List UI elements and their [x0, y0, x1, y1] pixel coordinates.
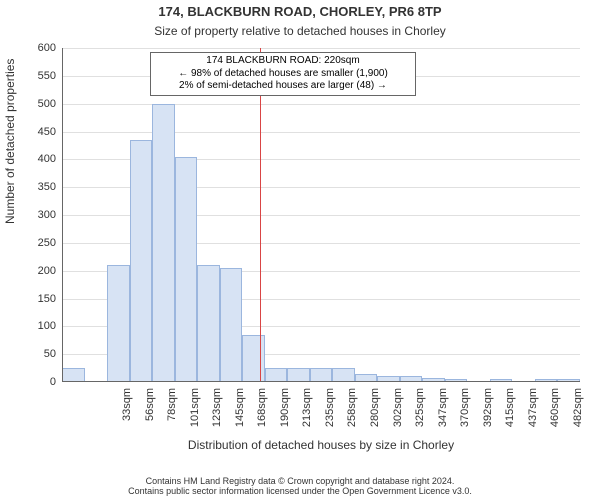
y-tick-label: 350 [28, 181, 56, 193]
attribution-footer: Contains HM Land Registry data © Crown c… [8, 476, 592, 496]
x-tick-label: 460sqm [549, 388, 561, 438]
x-tick-label: 482sqm [572, 388, 584, 438]
y-axis-line [62, 48, 63, 382]
annotation-line: 174 BLACKBURN ROAD: 220sqm [155, 55, 411, 68]
x-tick-label: 101sqm [189, 388, 201, 438]
histogram-bar [242, 335, 265, 382]
x-tick-label: 392sqm [482, 388, 494, 438]
x-tick-label: 302sqm [392, 388, 404, 438]
x-tick-label: 190sqm [279, 388, 291, 438]
x-tick-label: 280sqm [369, 388, 381, 438]
footer-line-1: Contains HM Land Registry data © Crown c… [8, 476, 592, 486]
y-tick-label: 550 [28, 70, 56, 82]
property-marker-line [260, 48, 261, 382]
histogram-bar [220, 268, 243, 382]
y-tick-label: 150 [28, 293, 56, 305]
y-tick-label: 0 [28, 376, 56, 388]
x-tick-label: 325sqm [414, 388, 426, 438]
x-tick-label: 145sqm [234, 388, 246, 438]
histogram-bar [62, 368, 85, 382]
gridline [62, 132, 580, 133]
x-tick-label: 123sqm [211, 388, 223, 438]
x-tick-label: 56sqm [144, 388, 156, 438]
annotation-line: 2% of semi-detached houses are larger (4… [155, 80, 411, 93]
histogram-bar [107, 265, 130, 382]
histogram-bar [310, 368, 333, 382]
annotation-box: 174 BLACKBURN ROAD: 220sqm← 98% of detac… [150, 52, 416, 96]
x-tick-label: 437sqm [527, 388, 539, 438]
x-tick-label: 78sqm [166, 388, 178, 438]
y-tick-label: 400 [28, 153, 56, 165]
x-axis-label: Distribution of detached houses by size … [62, 438, 580, 452]
histogram-bar [130, 140, 153, 382]
page-title: 174, BLACKBURN ROAD, CHORLEY, PR6 8TP [0, 4, 600, 19]
chart-subtitle: Size of property relative to detached ho… [0, 24, 600, 38]
footer-line-2: Contains public sector information licen… [8, 486, 592, 496]
histogram-bar [197, 265, 220, 382]
y-tick-label: 100 [28, 320, 56, 332]
y-axis-label: Number of detached properties [3, 204, 17, 224]
x-tick-label: 213sqm [301, 388, 313, 438]
y-tick-label: 200 [28, 265, 56, 277]
x-tick-label: 347sqm [437, 388, 449, 438]
histogram-bar [175, 157, 198, 382]
y-tick-label: 450 [28, 126, 56, 138]
x-tick-label: 168sqm [256, 388, 268, 438]
x-tick-label: 415sqm [504, 388, 516, 438]
histogram-bar [152, 104, 175, 382]
histogram-bar [265, 368, 288, 382]
y-tick-label: 600 [28, 42, 56, 54]
x-tick-label: 258sqm [346, 388, 358, 438]
histogram-bar [332, 368, 355, 382]
histogram-bar [287, 368, 310, 382]
y-tick-label: 250 [28, 237, 56, 249]
x-tick-label: 370sqm [459, 388, 471, 438]
chart-container: 174, BLACKBURN ROAD, CHORLEY, PR6 8TP Si… [0, 0, 600, 500]
gridline [62, 104, 580, 105]
plot-area: 174 BLACKBURN ROAD: 220sqm← 98% of detac… [62, 48, 580, 382]
x-tick-label: 33sqm [121, 388, 133, 438]
annotation-line: ← 98% of detached houses are smaller (1,… [155, 68, 411, 81]
gridline [62, 48, 580, 49]
x-tick-label: 235sqm [324, 388, 336, 438]
x-axis-line [62, 381, 580, 382]
y-tick-label: 300 [28, 209, 56, 221]
y-tick-label: 500 [28, 98, 56, 110]
y-tick-label: 50 [28, 348, 56, 360]
